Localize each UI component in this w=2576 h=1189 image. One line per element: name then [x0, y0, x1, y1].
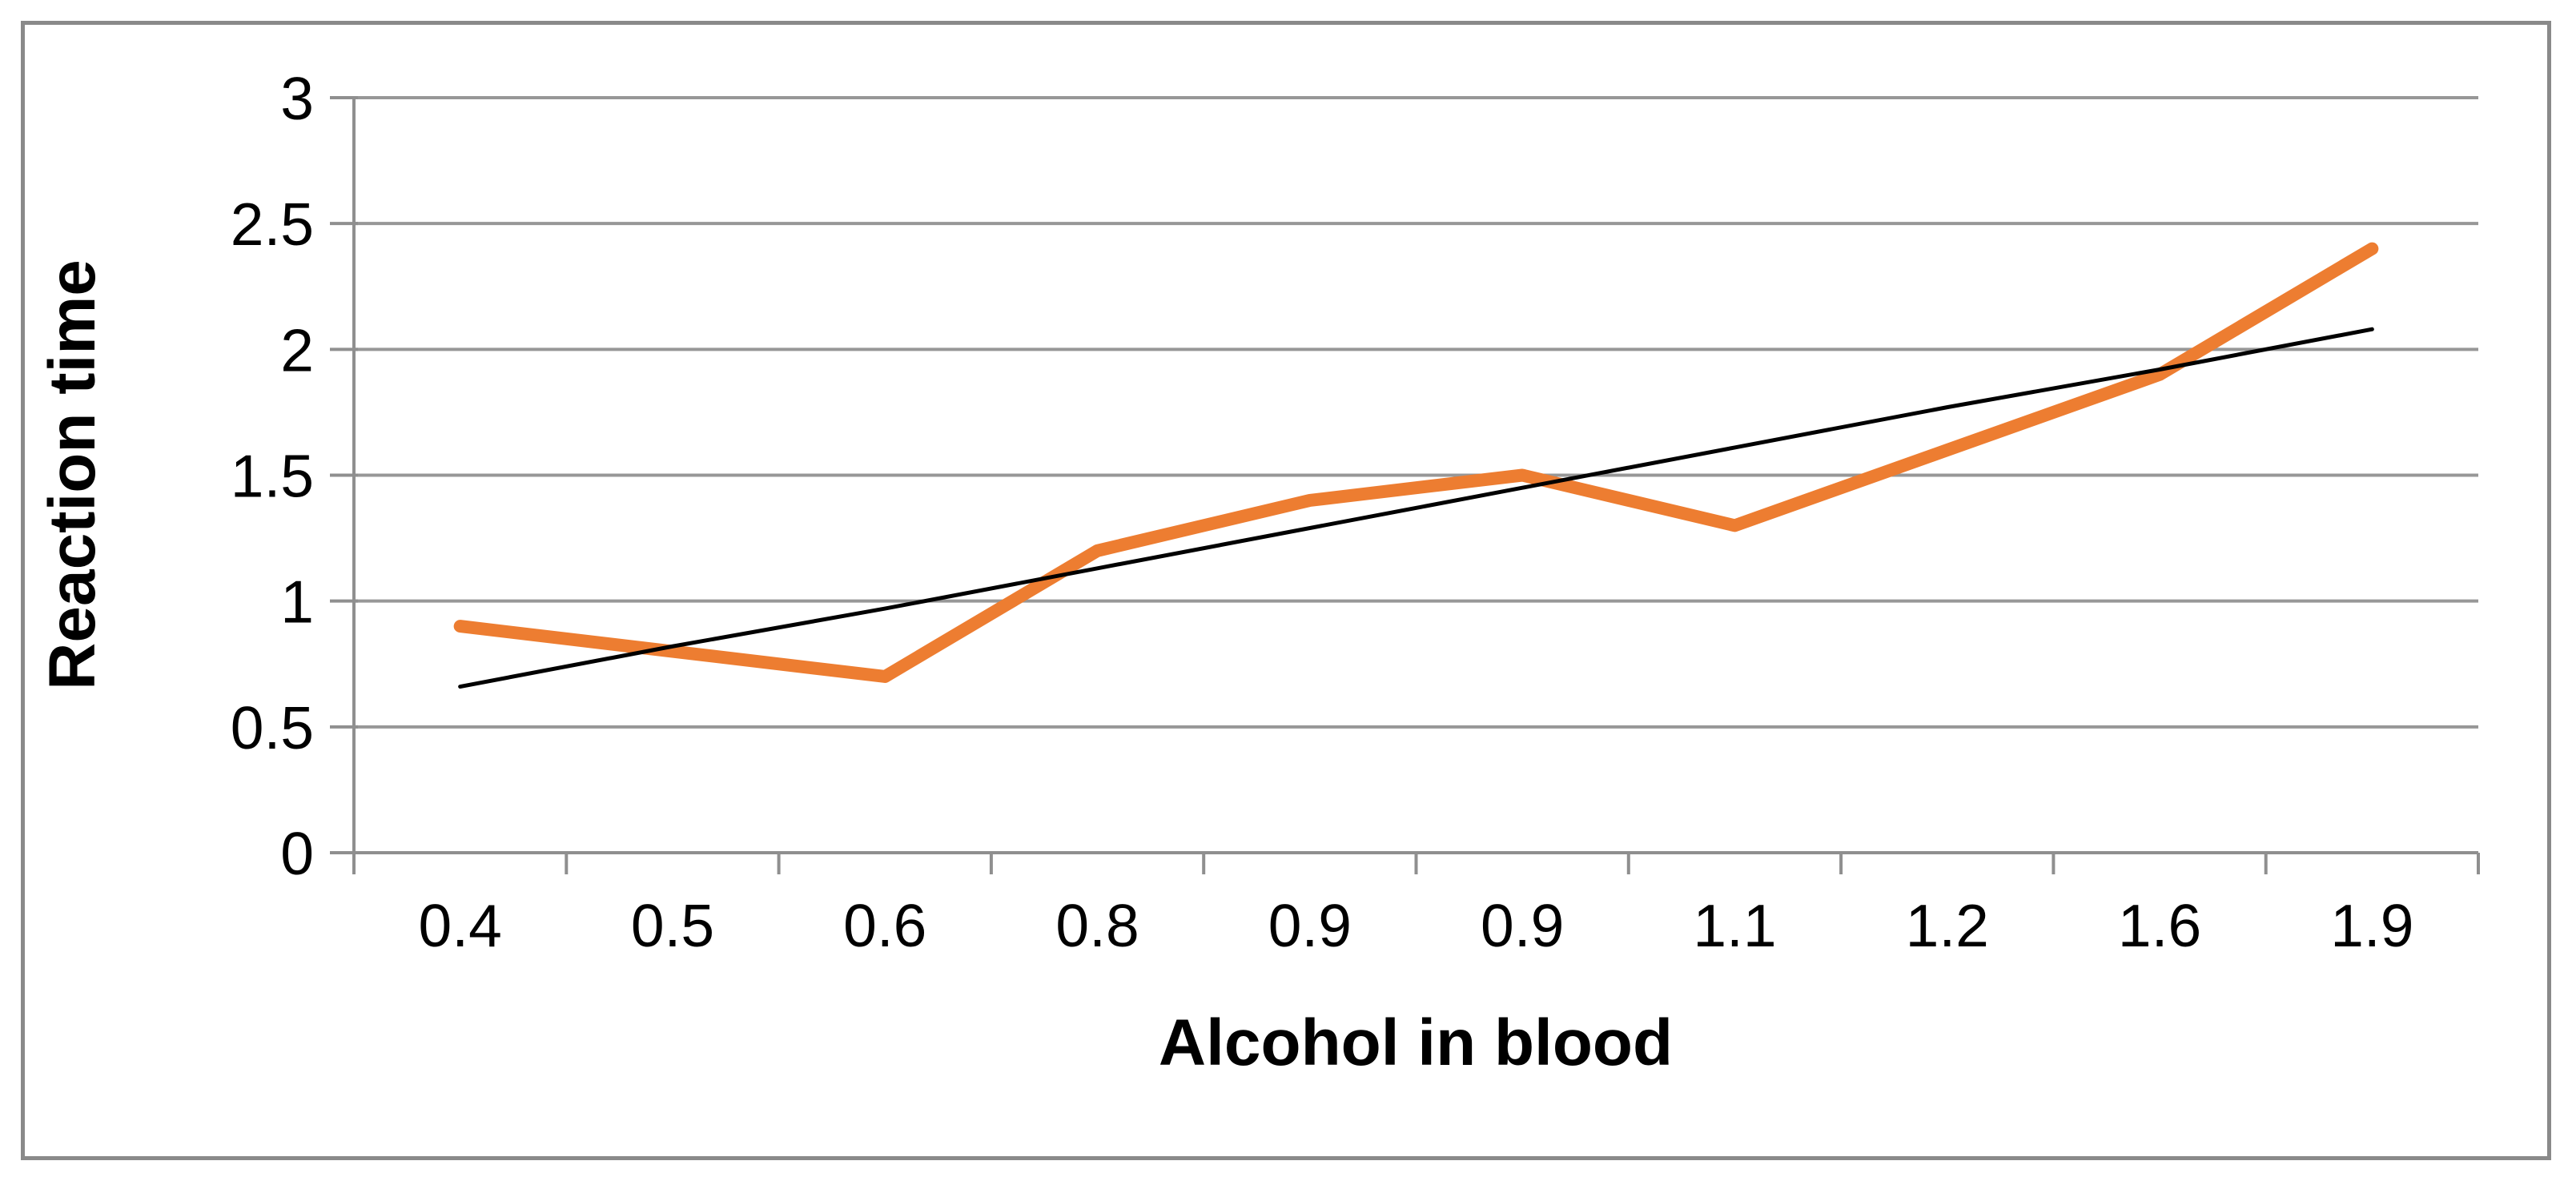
x-tick-label: 1.6 — [2118, 892, 2201, 959]
x-tick-label: 1.2 — [1906, 892, 1989, 959]
y-tick-label: 3 — [280, 65, 314, 132]
x-tick-label: 0.6 — [843, 892, 926, 959]
x-tick-labels-group: 0.4 0.5 0.6 0.8 0.9 0.9 1.1 1.2 1.6 1.9 — [419, 892, 2414, 959]
x-tick-label: 0.5 — [631, 892, 714, 959]
y-tick-label: 0.5 — [231, 694, 314, 761]
series-group — [453, 242, 2379, 689]
y-tick-label: 2.5 — [231, 191, 314, 258]
y-tick-label: 0 — [280, 820, 314, 887]
y-tick-label: 1.5 — [231, 443, 314, 510]
x-tick-label: 0.9 — [1268, 892, 1352, 959]
x-tick-label: 0.4 — [419, 892, 502, 959]
x-tick-label: 0.8 — [1055, 892, 1139, 959]
x-tick-label: 1.9 — [2330, 892, 2413, 959]
reaction-time-series-line — [453, 242, 2379, 683]
y-tick-labels-group: 3 2.5 2 1.5 1 0.5 0 — [231, 65, 314, 887]
linear-trendline — [458, 327, 2374, 689]
y-axis-title: Reaction time — [36, 259, 109, 690]
tick-marks-group — [330, 96, 2480, 874]
y-tick-label: 2 — [280, 316, 314, 384]
x-axis-title: Alcohol in blood — [1159, 1006, 1673, 1079]
y-tick-label: 1 — [280, 568, 314, 636]
x-tick-label: 1.1 — [1693, 892, 1776, 959]
x-tick-label: 0.9 — [1481, 892, 1564, 959]
gridlines-group — [354, 96, 2478, 854]
figure-border — [21, 21, 2551, 1160]
